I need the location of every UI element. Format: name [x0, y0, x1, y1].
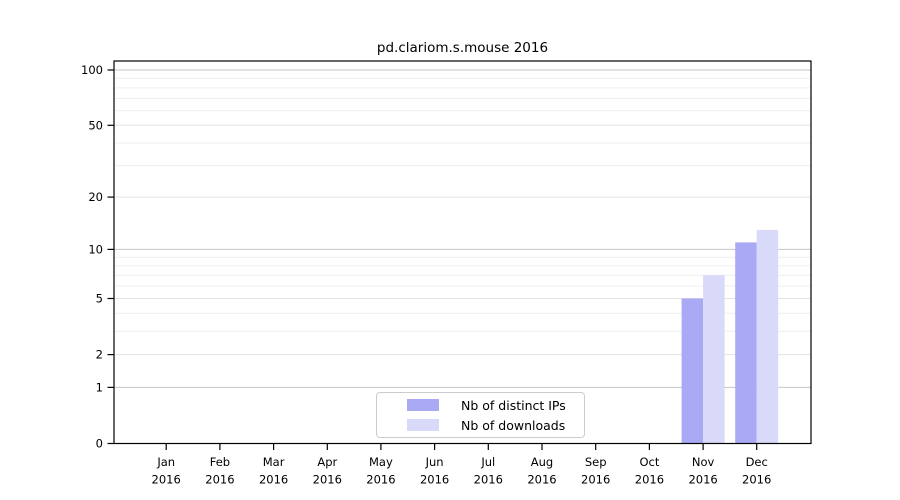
- legend: Nb of distinct IPs Nb of downloads: [376, 392, 585, 438]
- y-tick-label-2: 2: [96, 348, 103, 362]
- x-tick-label-apr: Apr 2016: [313, 455, 342, 487]
- y-tick-label-20: 20: [88, 190, 103, 204]
- x-tick-label-may: May 2016: [366, 455, 395, 487]
- x-tick-label-sep: Sep 2016: [581, 455, 610, 487]
- bar-nb-of-distinct-ips-dec: [735, 242, 757, 444]
- legend-item-downloads: Nb of downloads: [407, 417, 584, 433]
- y-tick-label-10: 10: [88, 242, 103, 256]
- legend-label-distinct-ips: Nb of distinct IPs: [461, 397, 566, 413]
- x-tick-label-feb: Feb 2016: [205, 455, 234, 487]
- x-tick-label-jun: Jun 2016: [420, 455, 449, 487]
- y-tick-label-50: 50: [88, 118, 103, 132]
- bar-nb-of-distinct-ips-nov: [681, 298, 704, 444]
- plot-border: [113, 60, 812, 445]
- legend-label-downloads: Nb of downloads: [461, 417, 566, 433]
- legend-swatch-downloads: [407, 419, 439, 431]
- chart-title: pd.clariom.s.mouse 2016: [377, 40, 548, 56]
- x-tick-label-dec: Dec 2016: [742, 455, 771, 487]
- legend-item-distinct-ips: Nb of distinct IPs: [407, 397, 584, 413]
- y-tick-label-1: 1: [96, 380, 103, 394]
- bar-nb-of-downloads-nov: [703, 275, 725, 444]
- axis-layer: 0 1 2 5 10 20 50 100 Jan 2016 Feb 2016 Mar 2016 Apr 201…: [81, 60, 812, 487]
- x-tick-label-aug: Aug 2016: [527, 455, 556, 487]
- y-tick-label-100: 100: [81, 63, 103, 77]
- x-tick-label-jan: Jan 2016: [152, 455, 181, 487]
- bar-nb-of-downloads-dec: [756, 229, 779, 444]
- bar-layer: [681, 229, 779, 444]
- x-tick-label-jul: Jul 2016: [474, 455, 503, 487]
- x-tick-label-mar: Mar 2016: [259, 455, 288, 487]
- legend-swatch-distinct-ips: [407, 399, 439, 411]
- y-tick-label-0: 0: [96, 437, 103, 451]
- x-tick-label-oct: Oct 2016: [635, 455, 664, 487]
- y-tick-label-5: 5: [96, 292, 103, 306]
- x-tick-label-nov: Nov 2016: [688, 455, 717, 487]
